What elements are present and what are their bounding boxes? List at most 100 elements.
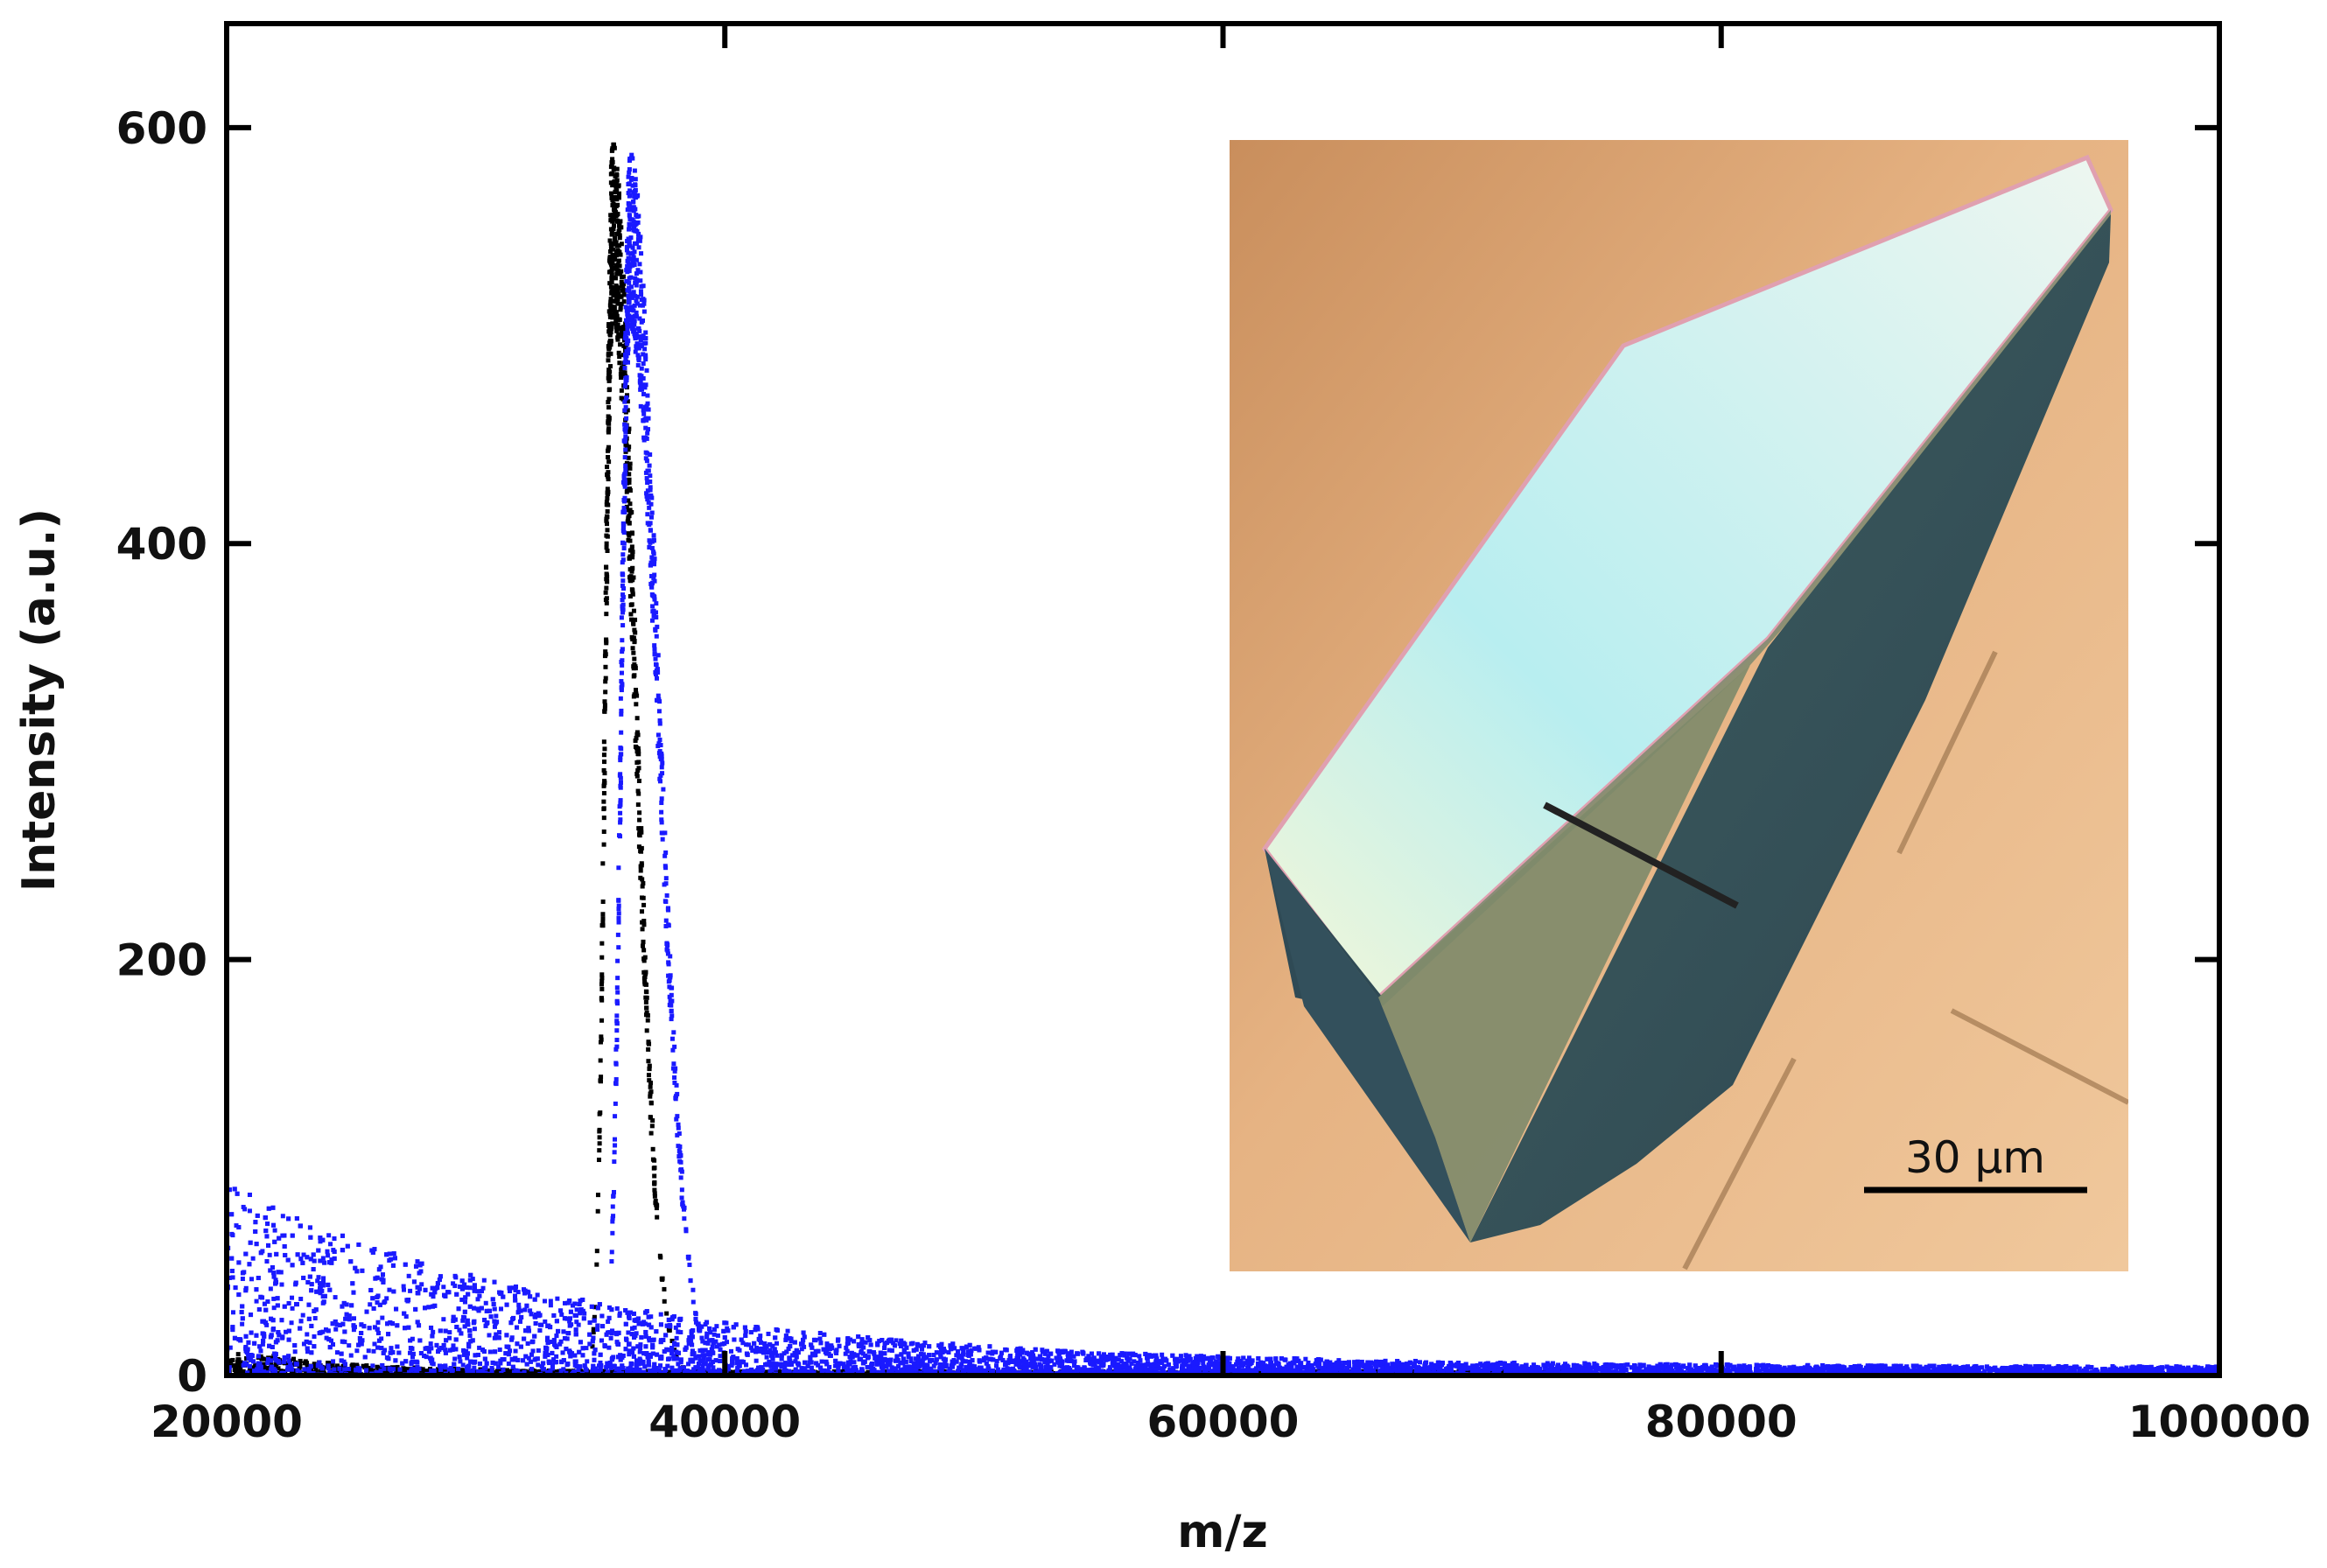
series-black-point bbox=[312, 1362, 317, 1367]
series-black-point bbox=[628, 612, 634, 617]
series-black-point bbox=[650, 1146, 655, 1152]
series-black-point bbox=[633, 738, 638, 743]
series-black-point bbox=[599, 1037, 604, 1042]
series-black-point bbox=[646, 1059, 651, 1064]
series-black-point bbox=[285, 1362, 291, 1367]
series-black-point bbox=[608, 180, 613, 186]
series-black-point bbox=[634, 688, 639, 693]
series-black-point bbox=[603, 664, 608, 669]
series-black-point bbox=[643, 995, 648, 1000]
series-black-point bbox=[608, 284, 613, 290]
series-black-point bbox=[238, 1360, 243, 1365]
series-black-point bbox=[262, 1362, 267, 1367]
series-black-point bbox=[605, 508, 610, 514]
series-black-point bbox=[614, 284, 620, 290]
series-black-point bbox=[248, 1368, 253, 1374]
series-black-point bbox=[628, 578, 634, 584]
series-black-point bbox=[640, 920, 645, 925]
series-black-point bbox=[269, 1362, 274, 1367]
series-black-point bbox=[652, 1180, 657, 1186]
series-black-point bbox=[603, 590, 608, 595]
series-black-point bbox=[634, 736, 639, 741]
series-black-point bbox=[648, 1101, 654, 1106]
series-black-point bbox=[601, 806, 606, 811]
series-black-point bbox=[609, 273, 614, 278]
series-black-point bbox=[598, 1058, 603, 1063]
series-black-point bbox=[652, 1173, 657, 1179]
series-black-point bbox=[616, 332, 621, 338]
series-black-point bbox=[606, 353, 611, 358]
series-black-point bbox=[664, 1311, 669, 1316]
series-black-point bbox=[606, 474, 611, 480]
series-black-point bbox=[378, 1366, 383, 1371]
series-black-point bbox=[354, 1362, 360, 1368]
series-black-point bbox=[630, 637, 635, 642]
series-black-point bbox=[636, 766, 641, 771]
series-black-point bbox=[624, 443, 629, 448]
series-black-point bbox=[335, 1363, 340, 1368]
series-black-point bbox=[608, 342, 613, 347]
series-black-point bbox=[611, 1368, 616, 1374]
series-black-point bbox=[654, 1202, 659, 1208]
series-black-point bbox=[611, 227, 616, 232]
series-black-point bbox=[604, 541, 609, 546]
series-black-point bbox=[630, 555, 635, 560]
series-black-point bbox=[630, 588, 635, 593]
series-black-point bbox=[614, 213, 620, 218]
series-black-point bbox=[608, 241, 613, 246]
series-black-point bbox=[608, 246, 613, 251]
series-black-point bbox=[638, 868, 643, 873]
series-black-point bbox=[641, 956, 647, 962]
series-black-point bbox=[604, 637, 609, 642]
series-black-point bbox=[627, 556, 632, 561]
series-black-point bbox=[635, 802, 641, 808]
series-black-point bbox=[604, 533, 609, 538]
series-black-point bbox=[626, 455, 631, 460]
series-black-point bbox=[608, 364, 613, 369]
series-black-point bbox=[841, 1369, 846, 1375]
series-black-point bbox=[614, 197, 620, 202]
series-black-point bbox=[611, 196, 616, 201]
series-black-point bbox=[604, 640, 609, 646]
series-black-point bbox=[652, 1194, 657, 1199]
series-black-point bbox=[641, 948, 647, 953]
series-black-point bbox=[618, 342, 623, 347]
series-black-point bbox=[726, 1369, 732, 1375]
series-black-point bbox=[604, 585, 609, 591]
series-black-point bbox=[1257, 1370, 1262, 1376]
series-black-point bbox=[292, 1368, 298, 1373]
series-black-point bbox=[636, 752, 641, 757]
series-black-point bbox=[609, 191, 614, 196]
series-black-point bbox=[634, 774, 640, 779]
series-black-point bbox=[541, 1370, 546, 1376]
series-black-point bbox=[609, 279, 614, 284]
series-black-point bbox=[704, 1369, 710, 1375]
series-black-point bbox=[600, 912, 606, 917]
series-black-point bbox=[599, 941, 605, 946]
series-black-point bbox=[607, 327, 613, 332]
series-black-point bbox=[639, 849, 644, 854]
series-black-point bbox=[647, 1078, 652, 1083]
series-black-point bbox=[662, 1298, 667, 1304]
series-black-point bbox=[667, 1327, 672, 1333]
series-black-point bbox=[627, 461, 633, 466]
series-black-point bbox=[608, 257, 613, 262]
series-black-point bbox=[622, 370, 627, 375]
series-black-point bbox=[606, 375, 611, 381]
series-black-point bbox=[606, 426, 612, 431]
series-black-point bbox=[605, 574, 610, 579]
series-black-point bbox=[619, 283, 624, 288]
series-black-point bbox=[302, 1361, 307, 1366]
series-black-point bbox=[634, 771, 640, 776]
series-black-point bbox=[616, 258, 621, 263]
series-black-point bbox=[632, 656, 637, 662]
series-black-point bbox=[298, 1358, 303, 1363]
series-black-point bbox=[605, 579, 610, 584]
series-black-point bbox=[447, 1370, 452, 1376]
series-black-point bbox=[639, 863, 644, 868]
series-black-point bbox=[629, 617, 634, 622]
series-black-point bbox=[441, 1368, 446, 1373]
series-black-point bbox=[617, 360, 622, 366]
series-black-point bbox=[599, 972, 605, 977]
series-black-point bbox=[234, 1366, 239, 1371]
